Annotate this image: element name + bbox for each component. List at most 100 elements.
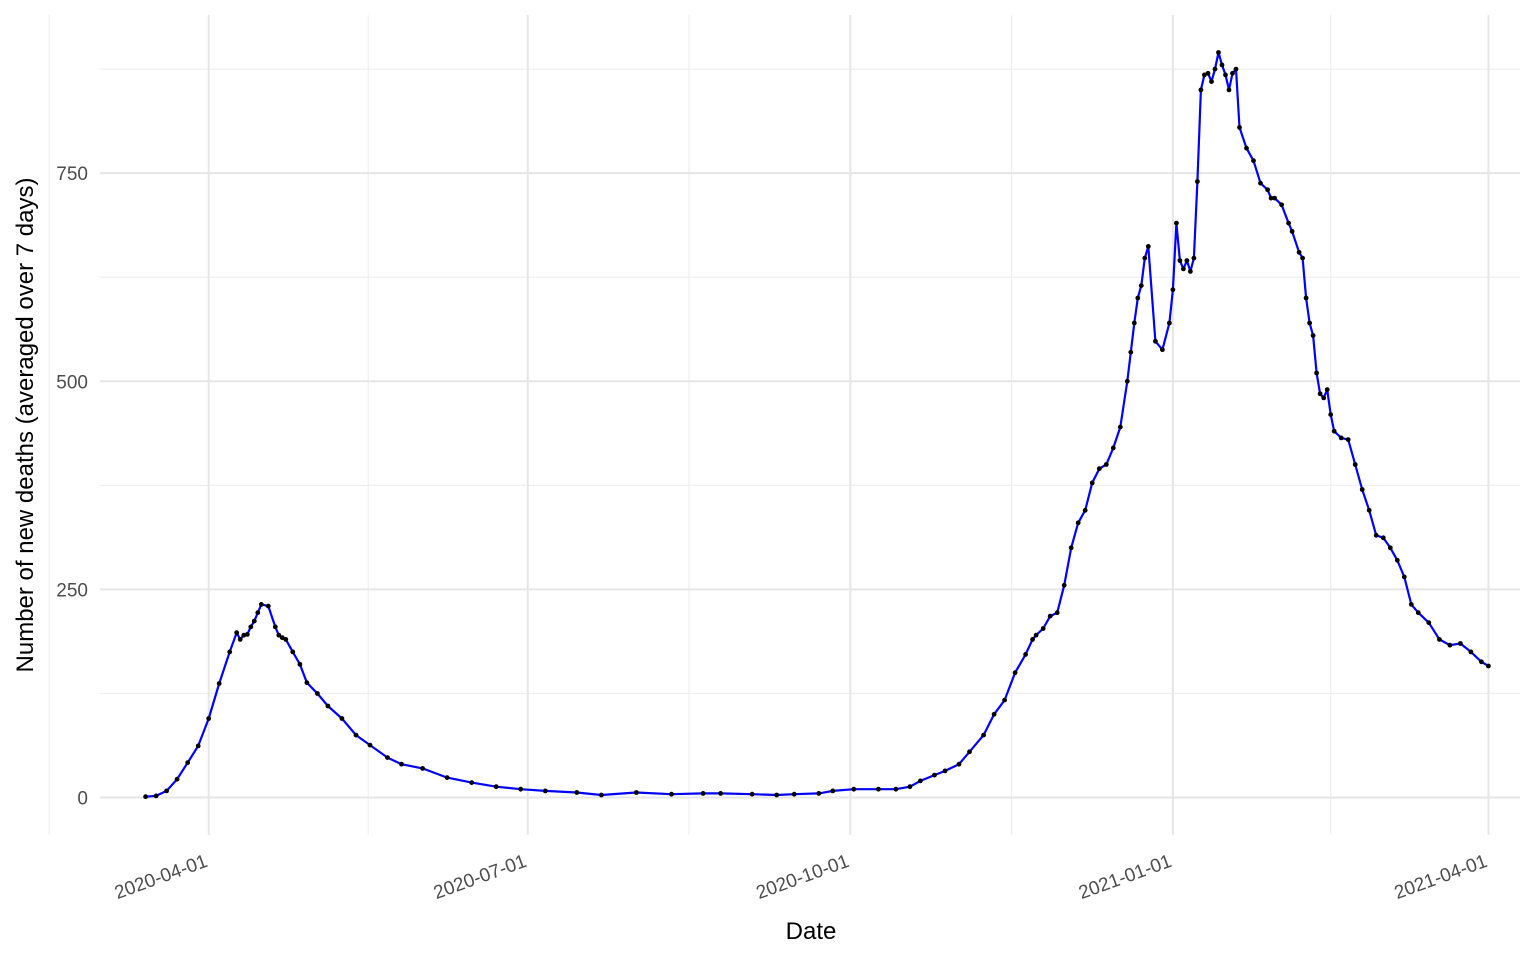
- data-point: [774, 792, 780, 798]
- data-point: [1230, 70, 1235, 76]
- data-point: [1110, 445, 1116, 451]
- data-point: [1135, 295, 1141, 301]
- data-point: [1040, 626, 1046, 631]
- data-point: [1174, 220, 1179, 226]
- x-tick-label: 2020-07-01: [431, 851, 530, 904]
- data-point: [749, 791, 755, 797]
- data-point: [1216, 50, 1221, 55]
- data-point: [1191, 255, 1197, 261]
- data-point: [1458, 641, 1463, 646]
- data-point: [255, 610, 261, 616]
- data-point: [1002, 697, 1007, 703]
- data-point: [1486, 663, 1491, 669]
- data-point: [1328, 412, 1334, 417]
- data-point: [444, 775, 450, 780]
- data-point: [907, 784, 913, 790]
- y-tick-label: 250: [56, 580, 88, 601]
- data-point: [1219, 62, 1225, 68]
- data-point: [1394, 557, 1400, 563]
- data-point: [237, 637, 243, 642]
- data-point: [276, 632, 282, 638]
- data-point: [1296, 249, 1302, 255]
- data-point: [1233, 66, 1239, 72]
- data-point: [493, 784, 499, 790]
- data-point: [469, 780, 475, 785]
- major-gridlines: [100, 15, 1520, 835]
- data-point: [1177, 258, 1183, 263]
- data-point: [1030, 637, 1035, 642]
- data-point: [1205, 70, 1211, 76]
- data-point: [574, 790, 580, 795]
- data-point: [1331, 428, 1337, 434]
- data-point: [325, 703, 331, 709]
- data-point: [1131, 320, 1137, 326]
- data-point: [1408, 602, 1414, 607]
- data-point: [153, 793, 159, 799]
- data-point: [981, 732, 986, 738]
- data-point: [1082, 507, 1088, 513]
- data-point: [1279, 202, 1284, 208]
- minor-gridlines: [48, 15, 1520, 835]
- data-point: [1289, 229, 1295, 234]
- data-point: [932, 772, 937, 778]
- series-line: [145, 51, 1489, 798]
- data-point: [1268, 195, 1274, 201]
- data-point: [1033, 632, 1039, 638]
- data-point: [1359, 487, 1365, 492]
- y-tick-label: 500: [56, 372, 88, 393]
- data-point: [1195, 179, 1200, 184]
- data-point: [1251, 158, 1256, 164]
- data-point: [1468, 649, 1474, 655]
- data-point: [1124, 378, 1130, 384]
- data-point: [967, 749, 972, 755]
- data-point: [1128, 349, 1134, 355]
- data-point: [1237, 125, 1242, 130]
- data-point: [315, 691, 320, 696]
- x-tick-label: 2021-04-01: [1392, 851, 1491, 904]
- data-point: [816, 791, 822, 796]
- data-point: [1142, 255, 1148, 261]
- data-point: [290, 649, 296, 655]
- data-point: [1401, 574, 1407, 580]
- x-tick-label: 2021-01-01: [1076, 851, 1175, 904]
- data-point: [1023, 652, 1028, 657]
- data-point: [353, 732, 359, 738]
- x-tick-label: 2020-10-01: [754, 851, 853, 904]
- data-point: [1170, 287, 1176, 293]
- data-point: [195, 743, 201, 749]
- data-point: [1300, 255, 1305, 261]
- data-point: [1426, 620, 1432, 626]
- series-points-group: [143, 50, 1491, 800]
- data-point: [1317, 391, 1323, 397]
- data-point: [185, 760, 191, 765]
- data-point: [1345, 437, 1351, 442]
- data-point: [1103, 462, 1109, 467]
- data-point: [1314, 370, 1319, 376]
- data-point: [1198, 87, 1204, 93]
- data-point: [283, 637, 289, 642]
- data-point: [893, 786, 899, 792]
- data-point: [1167, 320, 1172, 326]
- data-point: [1352, 462, 1358, 467]
- data-point: [700, 791, 706, 796]
- data-point: [1209, 79, 1214, 84]
- data-point: [339, 716, 345, 721]
- x-tick-label: 2020-04-01: [112, 851, 211, 904]
- data-point: [385, 755, 390, 760]
- data-point: [1096, 466, 1102, 472]
- data-point: [206, 716, 212, 721]
- x-axis-title: Date: [786, 918, 837, 945]
- data-point: [399, 761, 404, 767]
- data-point: [1272, 195, 1277, 201]
- data-point: [265, 603, 271, 609]
- data-point: [1012, 670, 1018, 676]
- data-point: [1184, 258, 1190, 263]
- data-point: [1479, 659, 1484, 665]
- data-point: [1054, 610, 1060, 616]
- data-point: [1223, 72, 1228, 78]
- data-point: [297, 661, 303, 667]
- data-point: [143, 794, 149, 800]
- data-point: [1303, 295, 1309, 301]
- data-point: [1447, 642, 1453, 648]
